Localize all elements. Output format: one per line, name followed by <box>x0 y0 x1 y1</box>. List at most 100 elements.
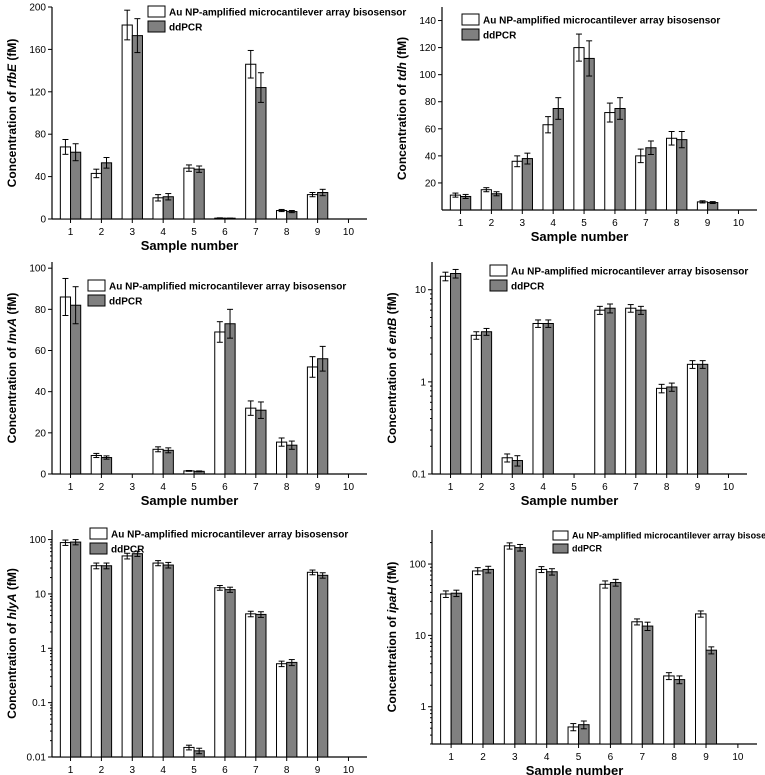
bar-sensor <box>245 63 257 220</box>
bar-sensor <box>625 307 637 475</box>
x-tick-label: 5 <box>576 752 582 763</box>
x-tick-label: 3 <box>512 752 518 763</box>
bar-sensor <box>152 562 164 758</box>
x-tick-label: 8 <box>674 218 680 229</box>
x-tick-label: 6 <box>222 765 228 775</box>
bar-ddpcr <box>70 541 82 758</box>
y-axis-title: Concentration of ipaH (fM) <box>385 562 399 713</box>
bar-sensor <box>511 160 523 211</box>
bar-ddpcr <box>521 158 533 211</box>
x-tick-label: 9 <box>705 218 711 229</box>
bar-sensor <box>604 112 616 211</box>
bar-ddpcr <box>162 449 174 475</box>
y-tick-label: 10 <box>415 631 427 642</box>
bar-sensor <box>480 189 492 211</box>
y-tick-label: 80 <box>35 305 47 316</box>
bar-ddpcr <box>666 386 678 475</box>
y-axis-title: Concentration of tdh (fM) <box>395 37 409 180</box>
legend-label-sensor: Au NP-amplified microcantilever array bi… <box>511 267 748 278</box>
x-tick-label: 8 <box>284 227 290 238</box>
x-tick-label: 1 <box>68 765 74 775</box>
y-axis-title-gene: InvA <box>5 318 19 344</box>
legend-label-ddpcr: ddPCR <box>109 297 143 308</box>
y-axis-title-suffix: (fM) <box>5 293 19 318</box>
bar-sensor <box>183 167 195 220</box>
bar-sensor <box>245 613 257 758</box>
x-tick-label: 1 <box>448 752 454 763</box>
bar-sensor <box>214 587 226 758</box>
bar-sensor <box>471 570 484 745</box>
y-tick-label: 100 <box>29 535 46 546</box>
legend-swatch-ddpcr <box>89 542 108 555</box>
bar-sensor <box>666 137 678 211</box>
bar-ddpcr <box>100 457 113 475</box>
x-tick-label: 10 <box>343 765 355 775</box>
bar-ddpcr <box>514 547 526 745</box>
x-tick-label: 6 <box>222 482 228 493</box>
bar-ddpcr <box>673 679 686 745</box>
x-tick-label: 8 <box>284 482 290 493</box>
x-tick-label: 7 <box>253 227 259 238</box>
x-tick-label: 5 <box>191 765 197 775</box>
y-axis-title-suffix: (fM) <box>5 39 19 64</box>
legend-label-sensor: Au NP-amplified microcantilever array bi… <box>572 531 765 541</box>
chart-entB: 0.1 1 10 1 2 3 4 5 6 7 8 9 10 Sample number Concentrat… <box>385 262 748 508</box>
bar-sensor <box>599 583 611 745</box>
y-tick-label: 60 <box>35 346 47 357</box>
y-tick-label: 40 <box>425 151 437 162</box>
bar-sensor <box>306 194 319 220</box>
bar-sensor <box>532 323 544 475</box>
bar-sensor <box>90 454 102 475</box>
chart-tdh: 20 40 60 80 100 120 140 1 2 3 4 5 6 7 8 9 10 Sample numbe… <box>395 7 757 244</box>
bar-ddpcr <box>645 147 657 211</box>
x-tick-label: 10 <box>343 227 355 238</box>
y-axis-title-prefix: Concentration of <box>5 88 19 187</box>
bar-sensor <box>503 545 516 745</box>
bar-ddpcr <box>552 108 564 211</box>
bar-sensor <box>631 621 643 745</box>
bar-ddpcr <box>705 649 718 745</box>
bar-sensor <box>276 441 288 475</box>
x-tick-label: 10 <box>343 482 355 493</box>
bar-ddpcr <box>641 625 654 745</box>
y-axis-title-prefix: Concentration of <box>385 344 399 443</box>
y-tick-label: 120 <box>419 43 436 54</box>
bar-ddpcr <box>224 323 236 475</box>
y-axis-title-prefix: Concentration of <box>5 344 19 443</box>
bar-sensor <box>214 331 226 475</box>
bar-ddpcr <box>317 192 329 220</box>
x-tick-label: 8 <box>664 482 670 493</box>
x-tick-label: 2 <box>99 765 105 775</box>
x-tick-label: 9 <box>315 482 321 493</box>
bar-sensor <box>470 334 482 475</box>
bar-sensor <box>276 663 288 758</box>
bar-sensor <box>686 363 699 475</box>
legend-swatch-ddpcr <box>489 279 508 292</box>
x-tick-label: 10 <box>723 482 735 493</box>
x-tick-label: 2 <box>489 218 495 229</box>
x-tick-label: 9 <box>703 752 709 763</box>
legend-swatch-ddpcr <box>87 294 106 307</box>
bar-ddpcr <box>614 108 626 211</box>
bar-sensor <box>121 555 133 758</box>
bar-sensor <box>245 407 257 475</box>
bar-sensor <box>535 568 548 745</box>
x-tick-label: 5 <box>571 482 577 493</box>
y-tick-label: 0.1 <box>412 470 426 481</box>
y-axis-title: Concentration of entB (fM) <box>385 292 399 443</box>
bar-sensor <box>542 124 554 211</box>
bar-ddpcr <box>450 273 462 475</box>
x-tick-label: 4 <box>160 765 166 775</box>
y-tick-label: 0.1 <box>32 698 46 709</box>
y-tick-label: 10 <box>415 285 427 296</box>
legend-swatch-ddpcr <box>552 543 569 554</box>
bar-ddpcr <box>255 409 267 475</box>
y-axis-title-gene: tdh <box>395 62 409 81</box>
bar-ddpcr <box>286 661 298 758</box>
x-tick-label: 4 <box>160 227 166 238</box>
x-tick-label: 2 <box>480 752 486 763</box>
chart-rfbE: 0 40 80 120 160 200 1 2 3 4 5 6 7 8 9 10 Sample number Co… <box>5 3 406 254</box>
legend-label-ddpcr: ddPCR <box>483 31 517 42</box>
